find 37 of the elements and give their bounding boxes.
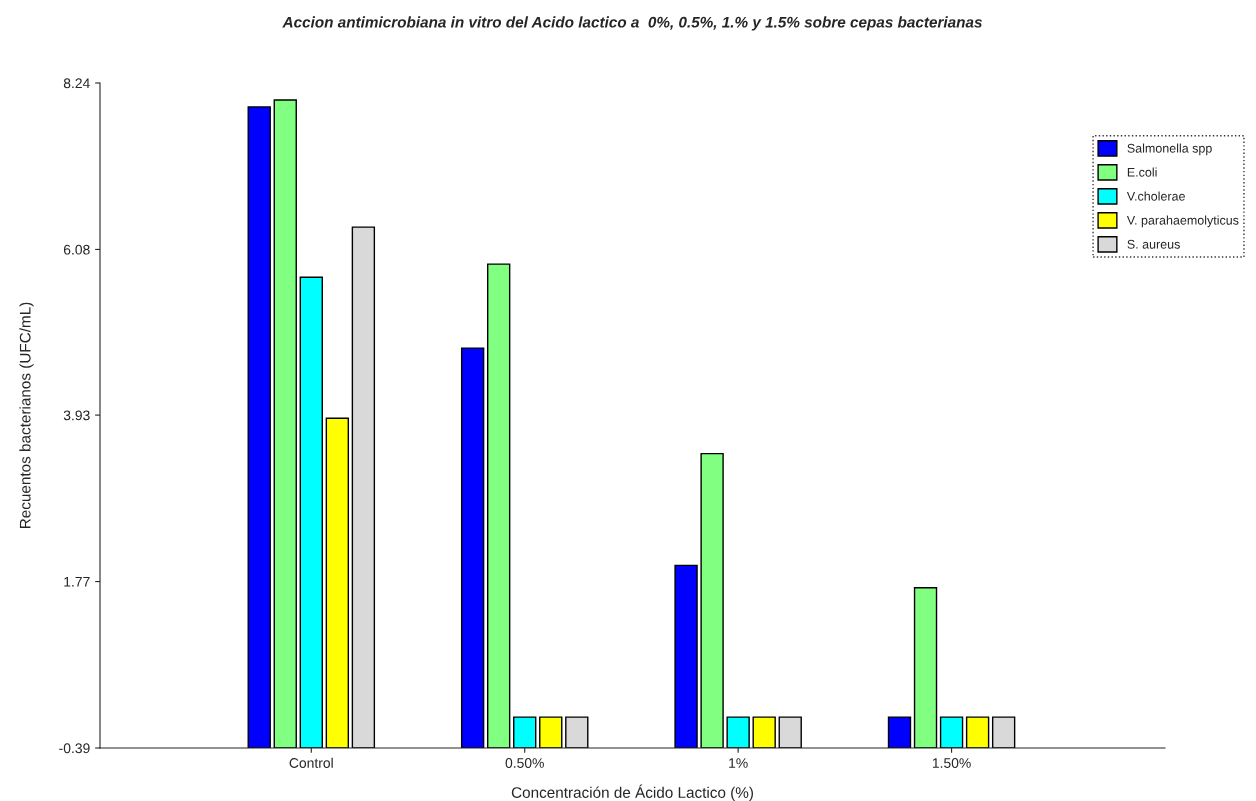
x-tick-label: 0.50%: [505, 758, 544, 768]
legend-label: E.coli: [1127, 167, 1157, 177]
bar: [887, 716, 912, 748]
x-tick-label: Control: [289, 757, 333, 768]
legend-label: V.cholerae: [1126, 191, 1185, 201]
bar: [325, 417, 350, 748]
bar: [351, 226, 376, 748]
x-tick-label: 1%: [729, 758, 748, 768]
bar: [247, 106, 271, 748]
y-tick-label: 6.08: [63, 244, 90, 255]
bar: [273, 99, 297, 748]
bar: [299, 276, 323, 748]
y-tick-label: -0.39: [59, 743, 90, 754]
bar: [752, 716, 776, 748]
bar: [939, 716, 964, 748]
bar: [674, 564, 698, 748]
bar: [565, 716, 589, 748]
legend-label: Salmonella spp: [1127, 143, 1212, 156]
y-tick-label: 1.77: [64, 577, 90, 587]
y-tick-label: 3.93: [63, 410, 90, 421]
legend-label: V. parahaemolyticus: [1126, 215, 1239, 228]
bar: [513, 716, 537, 748]
y-tick-label: 8.24: [63, 78, 90, 89]
bar: [460, 347, 485, 748]
legend-label: S. aureus: [1127, 239, 1180, 249]
bar: [726, 716, 750, 748]
chart-title: Accion antimicrobiana in vitro del Acido lactico a 0%, 0.5%, 1.% y 1.5% sobre cepas bacterianas: [282, 16, 982, 31]
bar: [778, 716, 802, 748]
bar: [700, 452, 724, 748]
bar: [965, 716, 990, 748]
x-axis-title: Concentración de Ácido Lactico (%): [511, 784, 753, 801]
y-axis-title: Recuentos bacterianos (UFC/mL): [19, 302, 34, 529]
bar: [539, 716, 563, 748]
bar: [486, 263, 511, 748]
bar: [913, 587, 938, 748]
bar: [991, 716, 1016, 748]
x-tick-label: 1.50%: [932, 758, 971, 768]
